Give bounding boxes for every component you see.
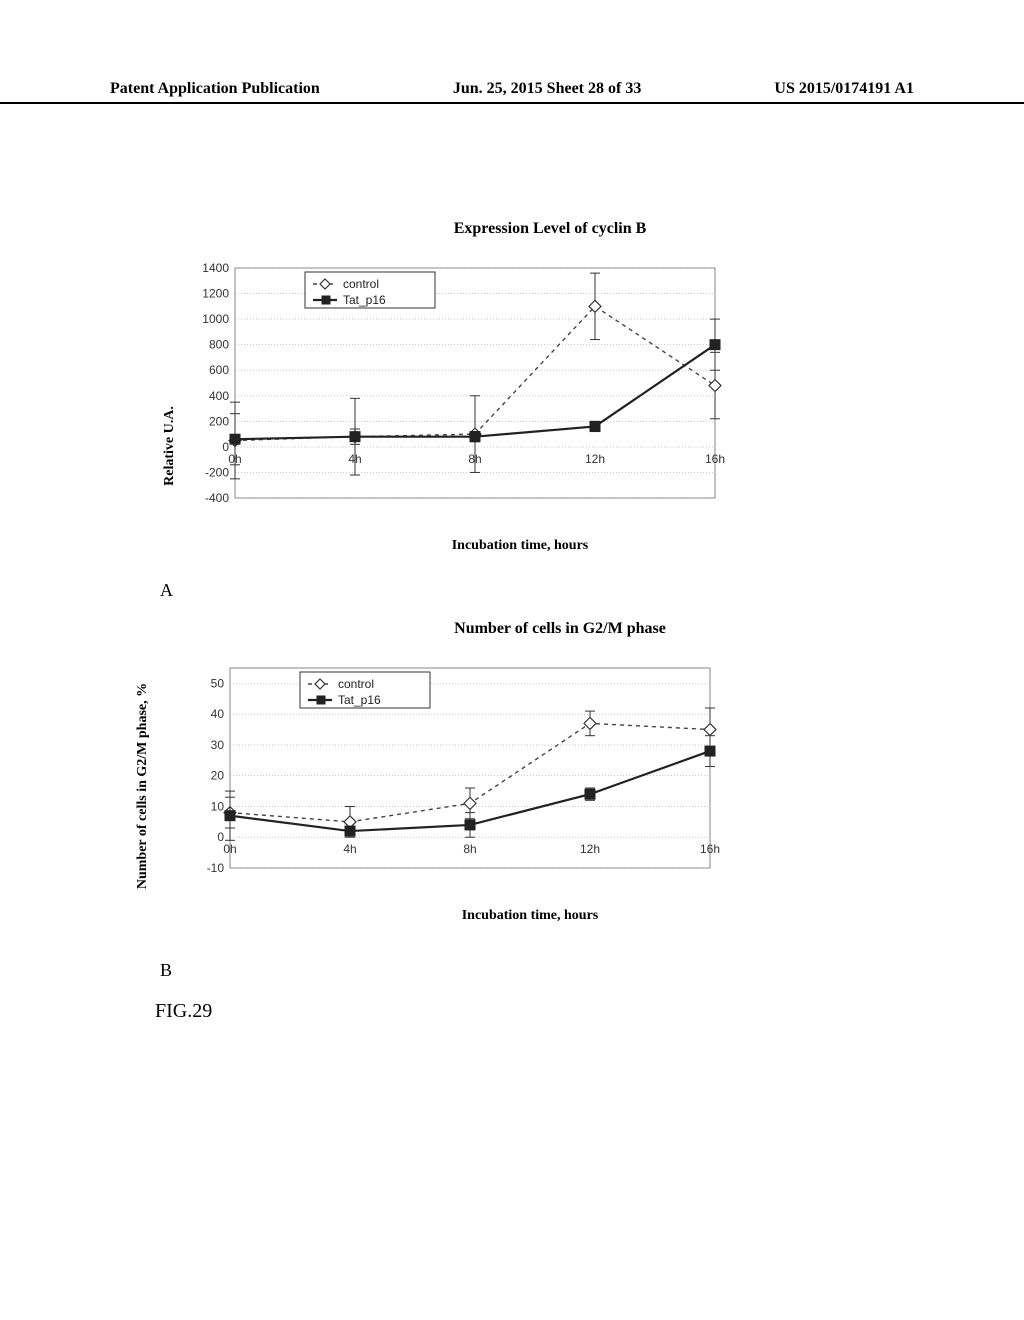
svg-text:50: 50 [211,676,225,690]
svg-text:16h: 16h [700,842,720,856]
svg-text:1200: 1200 [202,287,229,301]
chart-a-xlabel: Incubation time, hours [240,538,800,554]
chart-b-svg: -10010203040500h4h8h12h16hcontrolTat_p16 [130,658,730,908]
chart-a-section: Expression Level of cyclin B Relative U.… [180,220,800,554]
header-right: US 2015/0174191 A1 [774,80,914,98]
chart-b-xlabel: Incubation time, hours [250,908,810,924]
svg-text:1000: 1000 [202,312,229,326]
figure-label: FIG.29 [155,1000,212,1023]
chart-a-title: Expression Level of cyclin B [300,220,800,238]
chart-a-svg: -400-20002004006008001000120014000h4h8h1… [180,258,740,538]
svg-text:control: control [343,277,379,291]
chart-b-section: Number of cells in G2/M phase Number of … [130,620,810,924]
svg-text:-400: -400 [205,491,229,505]
panel-a-label: A [160,580,173,601]
svg-text:16h: 16h [705,452,725,466]
svg-text:12h: 12h [580,842,600,856]
chart-b-ylabel: Number of cells in G2/M phase, % [135,683,151,889]
svg-text:10: 10 [211,799,225,813]
chart-a-wrap: Relative U.A. -400-200020040060080010001… [180,258,800,554]
svg-text:1400: 1400 [202,261,229,275]
svg-text:control: control [338,677,374,691]
svg-text:20: 20 [211,769,225,783]
panel-b-label: B [160,960,172,981]
svg-text:600: 600 [209,363,229,377]
svg-text:Tat_p16: Tat_p16 [338,693,381,707]
chart-b-wrap: Number of cells in G2/M phase, % -100102… [130,658,810,924]
header-left: Patent Application Publication [110,80,320,98]
svg-text:8h: 8h [463,842,476,856]
svg-text:800: 800 [209,338,229,352]
svg-text:40: 40 [211,707,225,721]
chart-b-title: Number of cells in G2/M phase [310,620,810,638]
svg-text:0h: 0h [223,842,236,856]
page-header: Patent Application Publication Jun. 25, … [0,80,1024,104]
svg-text:-200: -200 [205,465,229,479]
svg-text:200: 200 [209,414,229,428]
svg-text:400: 400 [209,389,229,403]
header-center: Jun. 25, 2015 Sheet 28 of 33 [453,80,641,98]
svg-text:30: 30 [211,738,225,752]
svg-text:4h: 4h [343,842,356,856]
svg-text:Tat_p16: Tat_p16 [343,293,386,307]
chart-a-ylabel: Relative U.A. [162,406,178,486]
svg-text:-10: -10 [207,861,225,875]
svg-text:12h: 12h [585,452,605,466]
